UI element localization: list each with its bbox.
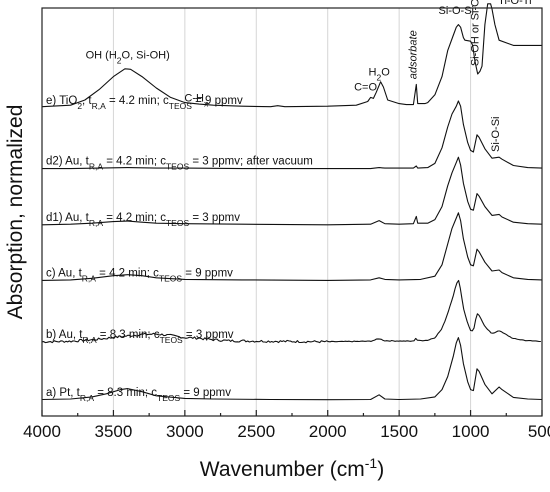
series-label-4-part: TEOS <box>166 162 189 172</box>
annotation-3: H2O <box>369 67 391 83</box>
annotation-7-part: Ti-O-Ti <box>498 0 531 7</box>
series-label-1: b) Au, tR,A = 8.3 min; cTEOS = 3 ppmv <box>46 329 234 345</box>
series-label-5-part: , t <box>82 95 92 107</box>
series-line-0 <box>41 337 543 401</box>
series-label-0: a) Pt, tR,A = 8.3 min; cTEOS = 9 ppmv <box>46 387 231 403</box>
series-label-3-part: = 4.2 min; c <box>103 212 166 224</box>
series-label-0-part: R,A <box>80 393 95 403</box>
series-label-5-part: TEOS <box>169 101 192 111</box>
y-axis-title: Absorption, normalized <box>4 105 27 320</box>
series-label-3-part: TEOS <box>166 218 189 228</box>
annotation-1: C-Hx <box>184 93 209 109</box>
annotation-3-part: O <box>381 67 390 79</box>
x-tick-label-3500: 3500 <box>95 422 133 441</box>
series-label-4-part: R,A <box>89 162 104 172</box>
series-label-2-part: R,A <box>82 273 97 283</box>
x-tick-label-1000: 1000 <box>452 422 490 441</box>
series-labels: a) Pt, tR,A = 8.3 min; cTEOS = 9 ppmvb) … <box>46 95 313 403</box>
annotation-6-part: Si-OH or Si-O-Ti <box>469 0 481 66</box>
series-label-1-part: = 8.3 min; c <box>97 329 160 341</box>
x-tick-label-4000: 4000 <box>23 422 61 441</box>
x-tick-label-2500: 2500 <box>237 422 275 441</box>
series-label-5: e) TiO2, tR,A = 4.2 min; cTEOS = 9 ppmv <box>46 95 243 111</box>
series-label-0-part: = 8.3 min; c <box>94 387 157 399</box>
series-line-5 <box>41 3 542 108</box>
series-label-2-part: TEOS <box>159 273 182 283</box>
x-tick-label-500: 500 <box>528 422 550 441</box>
annotation-3-part: 2 <box>376 73 381 83</box>
series-label-3: d1) Au, tR,A = 4.2 min; cTEOS = 3 ppmv <box>46 212 240 228</box>
annotation-0-part: 2 <box>117 55 122 65</box>
series-line-2 <box>41 212 543 281</box>
annotation-7: Ti-O-Ti <box>498 0 531 7</box>
series-label-5-part: 2 <box>77 101 82 111</box>
series-label-1-part: R,A <box>82 335 97 345</box>
annotation-4: adsorbate <box>408 30 420 79</box>
series-label-3-part: = 3 ppmv <box>189 212 240 224</box>
x-axis-title-end: ) <box>377 458 384 481</box>
series-label-5-part: = 9 ppmv <box>192 95 243 107</box>
series-label-2-part: = 4.2 min; c <box>96 267 159 279</box>
annotation-0-part: OH (H <box>86 49 117 61</box>
series-label-3-part: R,A <box>89 218 104 228</box>
annotation-8-part: Si-O-Si <box>490 117 502 152</box>
series-line-4 <box>42 100 543 170</box>
annotation-1-part: C-H <box>184 93 204 105</box>
series-label-4-part: d2) Au, t <box>46 156 90 168</box>
annotation-0: OH (H2O, Si-OH) <box>86 49 170 65</box>
series-label-5-part: e) TiO <box>46 95 77 107</box>
series-layer <box>41 3 543 401</box>
x-axis-title: Wavenumber (cm-1) <box>200 455 384 481</box>
annotation-2-part: C=O <box>354 82 377 94</box>
annotation-2: C=O <box>354 82 377 94</box>
series-label-2-part: = 9 ppmv <box>182 267 233 279</box>
series-label-5-part: R,A <box>92 101 107 111</box>
series-label-4: d2) Au, tR,A = 4.2 min; cTEOS = 3 ppmv; … <box>46 156 313 172</box>
series-label-4-part: = 4.2 min; c <box>103 156 166 168</box>
x-axis-ticks: 4000 3500 3000 2500 2000 1500 1000 500 <box>23 410 550 441</box>
x-axis-title-sup: -1 <box>365 455 378 471</box>
series-label-4-part: = 3 ppmv; after vacuum <box>189 156 313 168</box>
series-label-0-part: a) Pt, t <box>46 387 81 399</box>
annotation-6: Si-OH or Si-O-Ti <box>469 0 481 66</box>
series-label-1-part: b) Au, t <box>46 329 83 341</box>
x-axis-title-text: Wavenumber (cm <box>200 458 365 481</box>
series-label-3-part: d1) Au, t <box>46 212 90 224</box>
x-tick-label-2000: 2000 <box>309 422 347 441</box>
series-label-5-part: = 4.2 min; c <box>106 95 169 107</box>
annotation-0-part: O, Si-OH) <box>122 49 170 61</box>
series-line-1 <box>41 279 541 344</box>
series-label-1-part: = 3 ppmv <box>183 329 234 341</box>
vertical-gridlines <box>112 8 472 416</box>
series-label-2-part: c) Au, t <box>46 267 83 279</box>
annotation-3-part: H <box>369 67 377 79</box>
annotation-8: Si-O-Si <box>490 117 502 152</box>
series-label-1-part: TEOS <box>160 335 183 345</box>
series-label-0-part: = 9 ppmv <box>180 387 231 399</box>
annotation-1-part: x <box>204 99 209 109</box>
series-label-2: c) Au, tR,A = 4.2 min; cTEOS = 9 ppmv <box>46 267 233 283</box>
series-label-0-part: TEOS <box>157 393 180 403</box>
annotation-4-part: adsorbate <box>408 30 420 79</box>
series-line-3 <box>41 156 543 226</box>
x-tick-label-1500: 1500 <box>380 422 418 441</box>
x-tick-label-3000: 3000 <box>166 422 204 441</box>
